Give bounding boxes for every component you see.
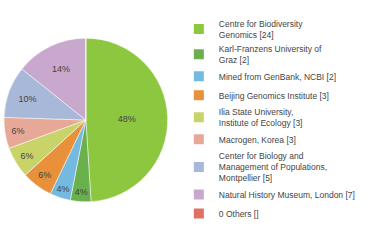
svg-text:4%: 4% — [56, 184, 69, 194]
svg-text:48%: 48% — [118, 114, 136, 124]
svg-text:6%: 6% — [12, 126, 25, 136]
svg-text:Center for Biology andManageme: Center for Biology andManagement of Popu… — [219, 151, 327, 183]
svg-text:14%: 14% — [52, 64, 70, 74]
svg-text:4%: 4% — [75, 187, 88, 197]
svg-text:Karl-Franzens University ofGra: Karl-Franzens University ofGraz [2] — [219, 44, 322, 65]
svg-text:0 Others []: 0 Others [] — [219, 209, 259, 219]
svg-text:Centre for BiodiversityGenomic: Centre for BiodiversityGenomics [24] — [219, 19, 303, 40]
svg-text:Ilia State University,Institut: Ilia State University,Institute of Ecolo… — [219, 107, 303, 128]
svg-text:10%: 10% — [18, 94, 36, 104]
svg-text:Beijing Genomics Institute [3]: Beijing Genomics Institute [3] — [219, 91, 329, 101]
svg-text:6%: 6% — [21, 151, 34, 161]
svg-text:Macrogen, Korea [3]: Macrogen, Korea [3] — [219, 135, 296, 145]
svg-text:Mined from GenBank, NCBI [2]: Mined from GenBank, NCBI [2] — [219, 72, 336, 82]
svg-text:Natural History Museum, London: Natural History Museum, London [7] — [219, 190, 355, 200]
svg-text:6%: 6% — [38, 170, 51, 180]
